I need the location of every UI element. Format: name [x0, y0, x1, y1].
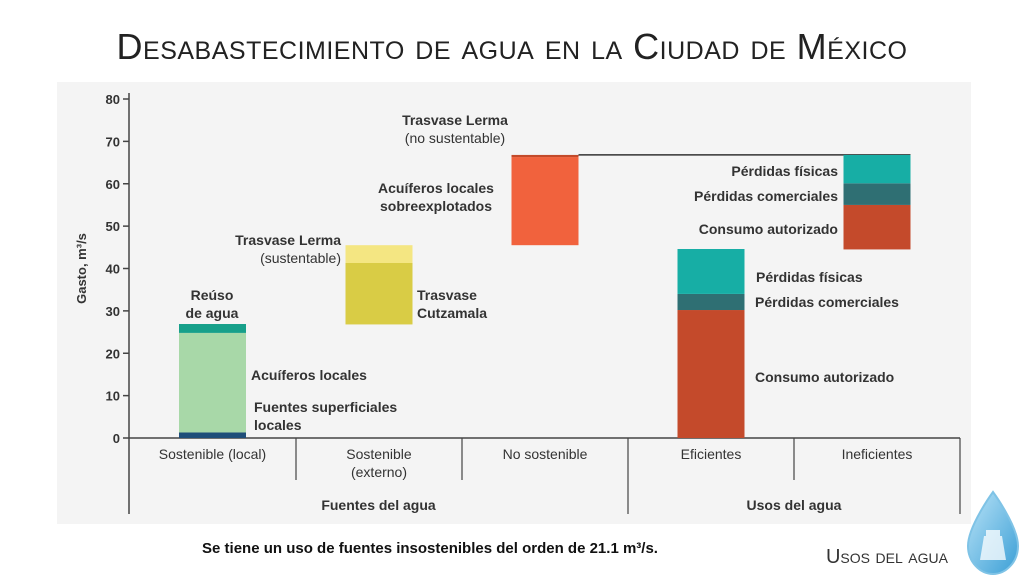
y-axis-label: Gasto, m³/s [74, 233, 89, 304]
bar-segment [345, 245, 413, 263]
x-group-label: Usos del agua [747, 497, 842, 513]
segment-label: Pérdidas físicas [756, 269, 863, 285]
bar-segment [511, 157, 579, 246]
y-tick-label: 70 [106, 134, 120, 149]
segment-label: Acuíferos locales sobreexplotados [378, 180, 494, 214]
x-group-label: Fuentes del agua [321, 497, 436, 513]
segment-label: Acuíferos locales [251, 367, 367, 383]
bar-segment [179, 324, 246, 333]
segment-label: Trasvase Lerma (sustentable) [235, 232, 341, 266]
bar-segment [843, 204, 911, 250]
bar-segment [677, 293, 745, 311]
segment-label: Consumo autorizado [699, 221, 838, 237]
x-category-label: Sostenible (externo) [346, 446, 412, 480]
y-tick-label: 30 [106, 304, 120, 319]
bar-segment [677, 310, 745, 438]
x-category-label: Sostenible (local) [159, 446, 266, 462]
segment-label: Pérdidas comerciales [694, 188, 838, 204]
segment-label: Reúso de agua [186, 287, 239, 321]
segment-label: Consumo autorizado [755, 369, 894, 385]
y-tick-label: 20 [106, 346, 120, 361]
segment-label: Pérdidas comerciales [755, 294, 899, 310]
water-drop-icon [966, 490, 1020, 576]
y-tick-label: 40 [106, 262, 120, 277]
bar-segment [179, 432, 246, 438]
y-tick-label: 50 [106, 219, 120, 234]
x-category-label: Eficientes [681, 446, 742, 462]
bar-segment [843, 154, 911, 184]
slide-title: Desabastecimiento de agua en la Ciudad d… [116, 26, 908, 67]
section-label: Usos del agua [825, 546, 948, 568]
y-tick-label: 0 [113, 431, 120, 446]
y-tick-label: 80 [106, 92, 120, 107]
footnote: Se tiene un uso de fuentes insostenibles… [202, 540, 658, 557]
segment-label: Trasvase Cutzamala [417, 287, 487, 321]
bar-segment [179, 332, 246, 433]
segment-label: Pérdidas físicas [731, 163, 838, 179]
y-tick-label: 60 [106, 177, 120, 192]
bar-segment [677, 249, 745, 294]
x-category-label: Ineficientes [842, 446, 913, 462]
bar-segment [511, 154, 579, 158]
x-category-label: No sostenible [503, 446, 588, 462]
segment-label: Trasvase Lerma (no sustentable) [402, 112, 508, 146]
y-tick-label: 10 [106, 389, 120, 404]
segment-label: Fuentes superficiales locales [254, 399, 397, 433]
bar-segment [345, 262, 413, 325]
bar-segment [843, 183, 911, 205]
